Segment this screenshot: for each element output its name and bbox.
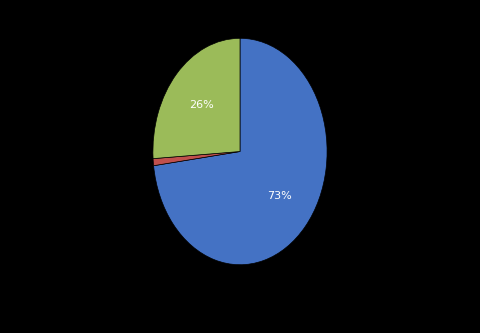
Text: 26%: 26% <box>190 100 214 110</box>
Wedge shape <box>153 152 240 166</box>
Text: 73%: 73% <box>267 191 291 201</box>
Wedge shape <box>153 38 240 159</box>
Wedge shape <box>154 38 327 265</box>
